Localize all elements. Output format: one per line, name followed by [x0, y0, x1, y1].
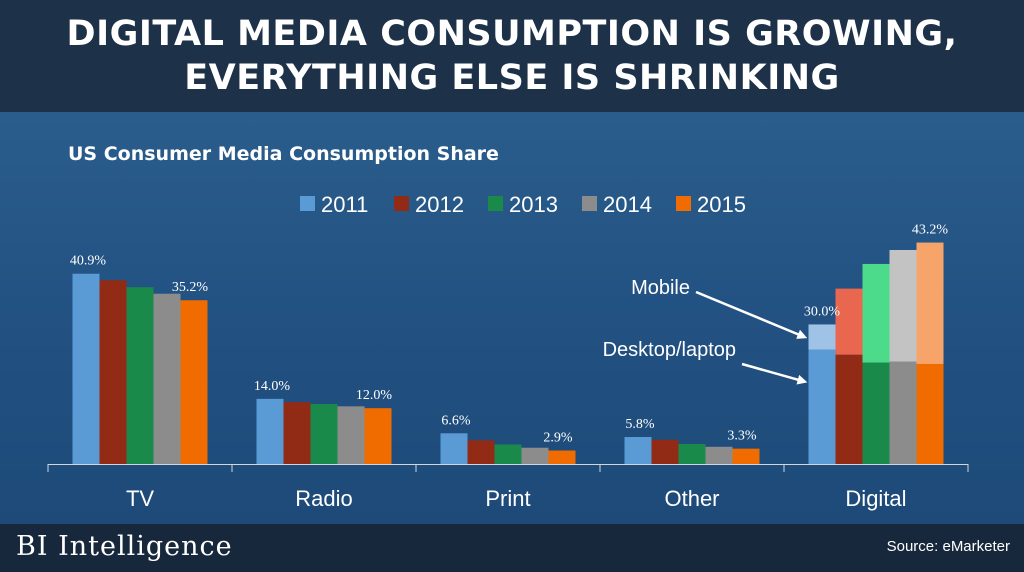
- annotations: Mobile Desktop/laptop: [603, 277, 808, 385]
- category-label-digital: Digital: [845, 486, 906, 511]
- bar-other-2012: [651, 439, 679, 464]
- bar-print-2012: [467, 440, 495, 464]
- bars: [72, 242, 944, 464]
- category-label-radio: Radio: [295, 486, 352, 511]
- bar-other-2015: [732, 448, 760, 464]
- bar-digital-2011-desktop-laptop: [808, 349, 836, 464]
- x-axis: TV Radio Print Other Digital: [47, 464, 969, 511]
- legend-label-2015: 2015: [697, 192, 746, 217]
- legend-swatch-2014: [582, 196, 597, 211]
- category-label-tv: TV: [126, 486, 154, 511]
- legend-label-2014: 2014: [603, 192, 652, 217]
- legend-label-2011: 2011: [321, 192, 368, 217]
- bar-other-2011: [624, 437, 652, 464]
- bar-print-2011: [440, 433, 468, 464]
- brand-logo: BI Intelligence: [16, 531, 233, 562]
- bar-radio-2012: [283, 402, 311, 464]
- annotation-arrow-mobile: [695, 290, 808, 339]
- value-label-tv-2015: 35.2%: [172, 280, 209, 295]
- value-label-other-2015: 3.3%: [727, 429, 757, 444]
- bar-radio-2014: [337, 406, 365, 464]
- value-label-other-2011: 5.8%: [625, 417, 655, 432]
- bar-tv-2013: [126, 287, 154, 464]
- legend-swatch-2013: [488, 196, 503, 211]
- bar-digital-2014-desktop-laptop: [889, 361, 917, 464]
- value-label-digital-2015: 43.2%: [912, 223, 949, 238]
- chart-area: US Consumer Media Consumption Share 2011…: [0, 112, 1024, 524]
- legend-swatch-2011: [300, 196, 315, 211]
- media-share-chart: US Consumer Media Consumption Share 2011…: [47, 143, 969, 511]
- bar-radio-2013: [310, 403, 338, 464]
- bar-print-2015: [548, 450, 576, 464]
- legend: 2011 2012 2013 2014 2015: [300, 192, 746, 217]
- value-label-radio-2015: 12.0%: [356, 388, 393, 403]
- bar-digital-2012-desktop-laptop: [835, 354, 863, 464]
- bar-radio-2011: [256, 398, 284, 464]
- annotation-mobile: Mobile: [631, 277, 690, 299]
- annotation-arrow-desktop-laptop: [741, 362, 808, 385]
- bar-digital-2015-desktop-laptop: [916, 363, 944, 464]
- footer: BI Intelligence Source: eMarketer: [0, 524, 1024, 572]
- bar-digital-2011-mobile: [808, 324, 836, 350]
- value-label-tv-2011: 40.9%: [70, 254, 107, 269]
- bar-tv-2014: [153, 293, 181, 464]
- legend-swatch-2015: [676, 196, 691, 211]
- legend-swatch-2012: [394, 196, 409, 211]
- bar-print-2013: [494, 444, 522, 464]
- source-note: Source: eMarketer: [886, 538, 1010, 555]
- header-banner: DIGITAL MEDIA CONSUMPTION IS GROWING, EV…: [0, 0, 1024, 112]
- value-labels: 40.9% 35.2% 14.0% 12.0% 6.6% 2.9% 5.8% 3.3% 30.0…: [70, 223, 949, 446]
- headline: DIGITAL MEDIA CONSUMPTION IS GROWING, EV…: [66, 14, 958, 98]
- bar-other-2014: [705, 446, 733, 464]
- category-label-other: Other: [664, 486, 719, 511]
- annotation-desktop-laptop: Desktop/laptop: [603, 339, 736, 361]
- value-label-digital-2011: 30.0%: [804, 304, 841, 319]
- chart-title: US Consumer Media Consumption Share: [68, 143, 499, 165]
- bar-digital-2013-mobile: [862, 263, 890, 363]
- bar-other-2013: [678, 443, 706, 464]
- bar-tv-2012: [99, 280, 127, 464]
- bar-digital-2013-desktop-laptop: [862, 362, 890, 464]
- category-label-print: Print: [485, 486, 530, 511]
- value-label-radio-2011: 14.0%: [254, 379, 291, 394]
- bar-radio-2015: [364, 408, 392, 464]
- value-label-print-2015: 2.9%: [543, 431, 573, 446]
- legend-label-2012: 2012: [415, 192, 464, 217]
- bar-digital-2015-mobile: [916, 242, 944, 364]
- value-label-print-2011: 6.6%: [441, 413, 471, 428]
- bar-print-2014: [521, 447, 549, 464]
- legend-label-2013: 2013: [509, 192, 558, 217]
- bar-digital-2014-mobile: [889, 250, 917, 362]
- bar-digital-2012-mobile: [835, 288, 863, 355]
- bar-tv-2011: [72, 273, 100, 464]
- bar-tv-2015: [180, 300, 208, 464]
